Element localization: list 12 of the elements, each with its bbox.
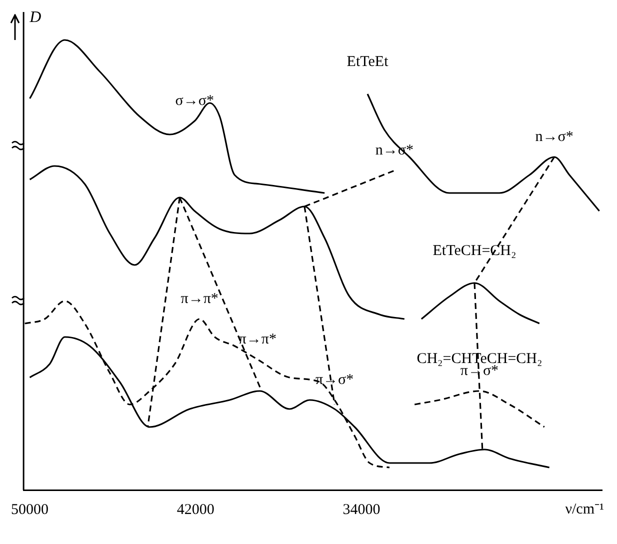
annotation: π→π*: [180, 290, 218, 307]
x-axis-title: ν/cm⁻¹: [565, 501, 604, 518]
annotation: σ→σ*: [175, 92, 214, 109]
x-tick-label: 50000: [11, 502, 49, 518]
annotation: π→π*: [238, 331, 276, 348]
annotation: π→σ*: [315, 372, 354, 388]
y-axis-title: D: [28, 9, 42, 26]
x-tick-label: 34000: [342, 502, 380, 518]
text: EtTeCH=CH₂: [432, 242, 516, 259]
annotation: n→σ*: [535, 128, 574, 145]
x-tick-label: 42000: [176, 502, 214, 518]
text: EtTeEt: [346, 54, 390, 70]
